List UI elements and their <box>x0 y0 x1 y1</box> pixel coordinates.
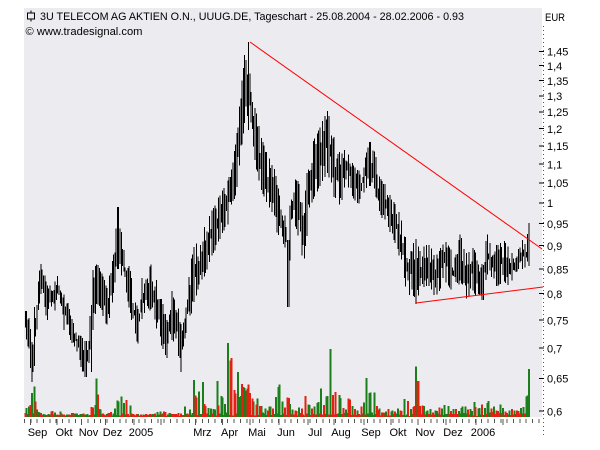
svg-text:Jun: Jun <box>277 427 295 439</box>
svg-text:Apr: Apr <box>221 427 238 439</box>
svg-text:Dez: Dez <box>103 427 123 439</box>
svg-text:1,4: 1,4 <box>547 61 562 73</box>
svg-text:1,45: 1,45 <box>547 47 568 59</box>
svg-text:Nov: Nov <box>79 427 99 439</box>
svg-text:0,85: 0,85 <box>547 264 568 276</box>
svg-text:0,75: 0,75 <box>547 315 568 327</box>
svg-text:Okt: Okt <box>55 427 72 439</box>
svg-text:1,1: 1,1 <box>547 159 562 171</box>
svg-text:Okt: Okt <box>389 427 406 439</box>
svg-text:© www.tradesignal.com: © www.tradesignal.com <box>26 26 143 38</box>
svg-text:1,25: 1,25 <box>547 107 568 119</box>
svg-text:Mai: Mai <box>248 427 266 439</box>
svg-text:0,7: 0,7 <box>547 343 562 355</box>
svg-text:Mrz: Mrz <box>193 427 211 439</box>
svg-text:1,2: 1,2 <box>547 124 562 136</box>
svg-text:0,9: 0,9 <box>547 241 562 253</box>
svg-text:2006: 2006 <box>471 427 495 439</box>
svg-text:Nov: Nov <box>415 427 435 439</box>
svg-text:1,3: 1,3 <box>547 91 562 103</box>
svg-text:0,8: 0,8 <box>547 289 562 301</box>
svg-text:3U TELECOM AG AKTIEN O.N., UUU: 3U TELECOM AG AKTIEN O.N., UUUG.DE, Tage… <box>40 11 464 23</box>
svg-text:1,05: 1,05 <box>547 178 568 190</box>
svg-text:EUR: EUR <box>545 12 565 24</box>
svg-text:0,95: 0,95 <box>547 219 568 231</box>
svg-text:0,6: 0,6 <box>547 406 562 418</box>
svg-text:Sep: Sep <box>28 427 48 439</box>
svg-text:1,15: 1,15 <box>547 141 568 153</box>
svg-text:2005: 2005 <box>129 427 153 439</box>
svg-text:0,65: 0,65 <box>547 374 568 386</box>
svg-text:Aug: Aug <box>331 427 351 439</box>
svg-text:1,35: 1,35 <box>547 76 568 88</box>
svg-text:1: 1 <box>547 198 553 210</box>
svg-text:Dez: Dez <box>443 427 463 439</box>
svg-text:Jul: Jul <box>308 427 322 439</box>
svg-text:Sep: Sep <box>361 427 381 439</box>
